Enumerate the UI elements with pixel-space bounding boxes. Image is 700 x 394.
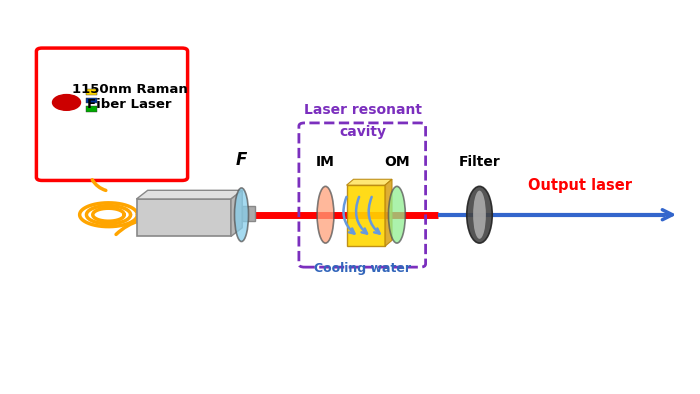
Ellipse shape [467, 186, 492, 243]
FancyArrowPatch shape [369, 197, 379, 234]
Ellipse shape [473, 191, 486, 239]
Ellipse shape [317, 186, 334, 243]
Polygon shape [231, 190, 242, 236]
Text: Fiber Laser: Fiber Laser [88, 98, 172, 111]
Bar [86, 98, 97, 103]
Bar [86, 89, 97, 95]
Bar [346, 185, 385, 246]
Bar [86, 106, 97, 112]
FancyArrowPatch shape [356, 197, 367, 234]
Bar [242, 206, 255, 221]
Text: Filter: Filter [458, 155, 500, 169]
Circle shape [52, 95, 80, 110]
Ellipse shape [389, 186, 405, 243]
Text: Laser resonant: Laser resonant [304, 103, 421, 117]
FancyArrowPatch shape [344, 197, 354, 234]
Text: Output laser: Output laser [528, 178, 633, 193]
Polygon shape [136, 190, 242, 199]
Ellipse shape [234, 188, 248, 242]
FancyBboxPatch shape [36, 48, 188, 180]
Text: 1150nm Raman: 1150nm Raman [71, 83, 188, 96]
Text: cavity: cavity [339, 125, 386, 139]
Polygon shape [346, 179, 392, 185]
Polygon shape [385, 179, 392, 246]
Text: OM: OM [384, 155, 409, 169]
Text: IM: IM [316, 155, 335, 169]
Text: F: F [236, 151, 247, 169]
Bar [136, 199, 231, 236]
Text: Cooling water: Cooling water [314, 262, 411, 275]
